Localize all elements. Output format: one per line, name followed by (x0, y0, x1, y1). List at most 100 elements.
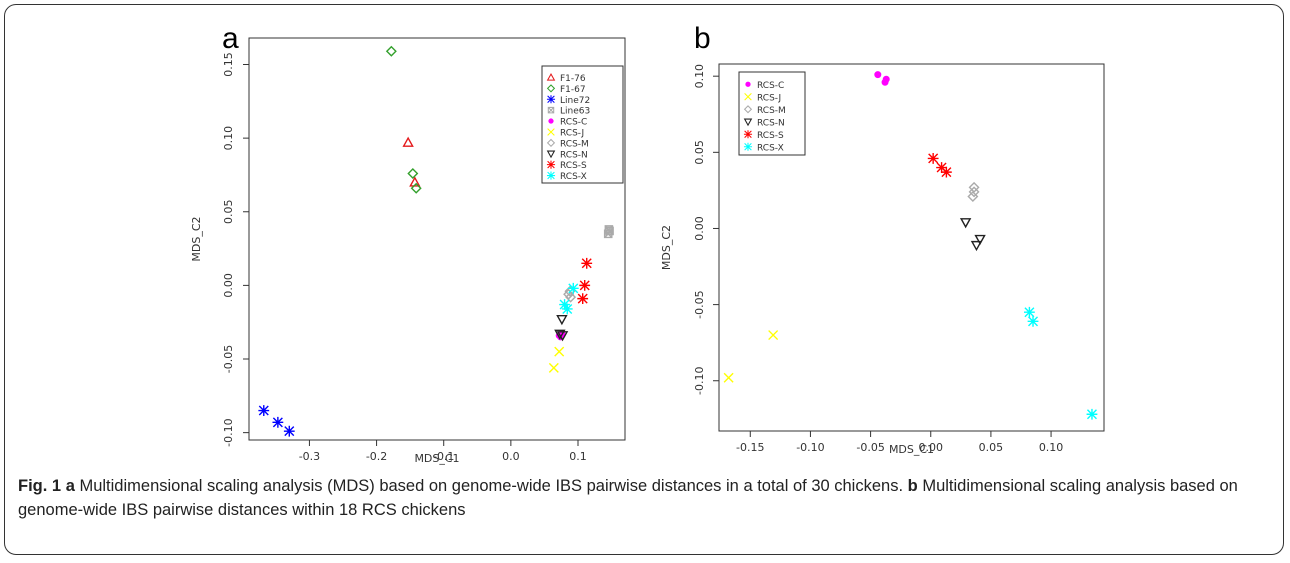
data-point (1024, 306, 1035, 318)
legend-marker (546, 150, 556, 159)
legend-marker-group (546, 95, 556, 104)
data-point (567, 282, 579, 294)
series-RCS-M (967, 181, 980, 202)
legend-label: RCS-S (757, 131, 784, 141)
legend-a: F1-76F1-67Line72Line63RCS-CRCS-JRCS-MRCS… (541, 65, 624, 184)
series-RCS-C (874, 71, 890, 86)
caption-b-text: Multidimensional scaling analysis based … (18, 477, 1238, 519)
x-tick-label: -0.10 (796, 441, 824, 454)
y-axis-label: MDS_C2 (660, 225, 673, 270)
data-point (402, 136, 414, 147)
legend-label: Line63 (560, 107, 590, 117)
data-point (940, 166, 952, 178)
data-point (272, 416, 284, 428)
legend-marker-group (547, 128, 555, 136)
legend-marker (546, 171, 556, 180)
y-tick-label: 0.05 (222, 200, 235, 225)
series-F1-76 (402, 136, 421, 187)
data-point (548, 362, 559, 373)
data-point (385, 45, 397, 57)
data-point (967, 190, 979, 202)
data-point (768, 330, 779, 341)
x-tick-label: -0.05 (856, 441, 884, 454)
x-tick-label: 0.1 (569, 450, 587, 463)
legend-label: RCS-X (560, 172, 587, 182)
legend-marker-group (547, 106, 555, 114)
legend-label: RCS-C (560, 118, 587, 128)
legend-marker-group (546, 160, 556, 169)
series-RCS-S (577, 257, 593, 305)
data-point (874, 71, 882, 79)
data-point (556, 331, 569, 342)
x-tick-label: -0.1 (433, 450, 454, 463)
y-tick-label: -0.10 (222, 418, 235, 446)
y-tick-label: 0.10 (693, 64, 706, 89)
legend-marker-group (546, 72, 556, 81)
legend-marker-group (546, 138, 556, 147)
series-RCS-X (559, 282, 579, 315)
chart-panel-b: -0.15 -0.10 -0.05 0.00 0.05 0.10 -0.10 -0.05 0.0… (660, 63, 1105, 456)
series-RCS-J (723, 330, 779, 383)
legend-marker-group (546, 150, 556, 159)
legend-label: F1-76 (560, 74, 586, 84)
series-Line72 (258, 405, 295, 437)
legend-label: RCS-N (560, 150, 588, 160)
series-F1-67 (385, 45, 422, 194)
caption-fig-label: Fig. 1 (18, 477, 62, 495)
series-RCS-J (548, 346, 565, 373)
series-RCS-N (959, 218, 986, 252)
data-point (1027, 315, 1039, 327)
data-point (565, 291, 577, 303)
data-point (968, 186, 980, 198)
legend-marker-group (743, 118, 753, 127)
data-point (968, 181, 980, 193)
legend-marker (547, 106, 555, 114)
data-point (410, 182, 422, 194)
series-RCS-S (927, 153, 952, 178)
data-point (959, 218, 972, 229)
x-axis-label: MDS_C1 (414, 452, 459, 465)
x-tick-label: 0.0 (502, 450, 520, 463)
data-point (882, 75, 890, 83)
legend-label: RCS-J (757, 93, 781, 103)
y-tick-label: 0.00 (693, 216, 706, 241)
legend-label: RCS-J (560, 128, 584, 138)
legend-marker (744, 93, 752, 101)
data-point (927, 153, 939, 164)
legend-marker-group (743, 142, 753, 151)
chart-panel-a: -0.3 -0.2 -0.1 0.0 0.1 -0.10 -0.05 0.00 0.05 0.10… (190, 37, 626, 465)
data-point (936, 162, 947, 173)
data-point (723, 372, 734, 383)
y-tick-label: 0.15 (222, 52, 235, 77)
legend-marker-group (743, 130, 753, 139)
legend-marker-group (744, 93, 752, 101)
data-point (258, 405, 270, 416)
data-point (604, 225, 614, 234)
legend-marker (546, 95, 556, 104)
data-point (970, 240, 983, 252)
legend-marker-group (546, 84, 556, 93)
legend-marker (546, 72, 556, 81)
x-tick-label: 0.00 (919, 441, 944, 454)
legend-marker (548, 118, 554, 124)
data-point (579, 279, 591, 291)
caption-b-letter: b (907, 477, 918, 495)
legend-marker-group (743, 105, 753, 114)
legend-marker (546, 160, 556, 169)
series-RCS-N (554, 314, 569, 342)
y-tick-label: 0.00 (222, 273, 235, 298)
plot-area-b (718, 63, 1105, 432)
x-tick-label: -0.2 (366, 450, 387, 463)
x-tick-label: -0.15 (736, 441, 764, 454)
legend-marker (743, 118, 753, 127)
legend-marker (547, 128, 555, 136)
legend-label: F1-67 (560, 85, 586, 95)
data-point (554, 329, 566, 340)
legend-label: RCS-X (757, 143, 784, 153)
data-point (1086, 408, 1098, 420)
legend-box (541, 65, 624, 184)
legend-marker-group (546, 171, 556, 180)
legend-label: RCS-C (757, 81, 784, 91)
legend-label: RCS-N (757, 118, 785, 128)
series-RCS-X (1024, 306, 1098, 420)
